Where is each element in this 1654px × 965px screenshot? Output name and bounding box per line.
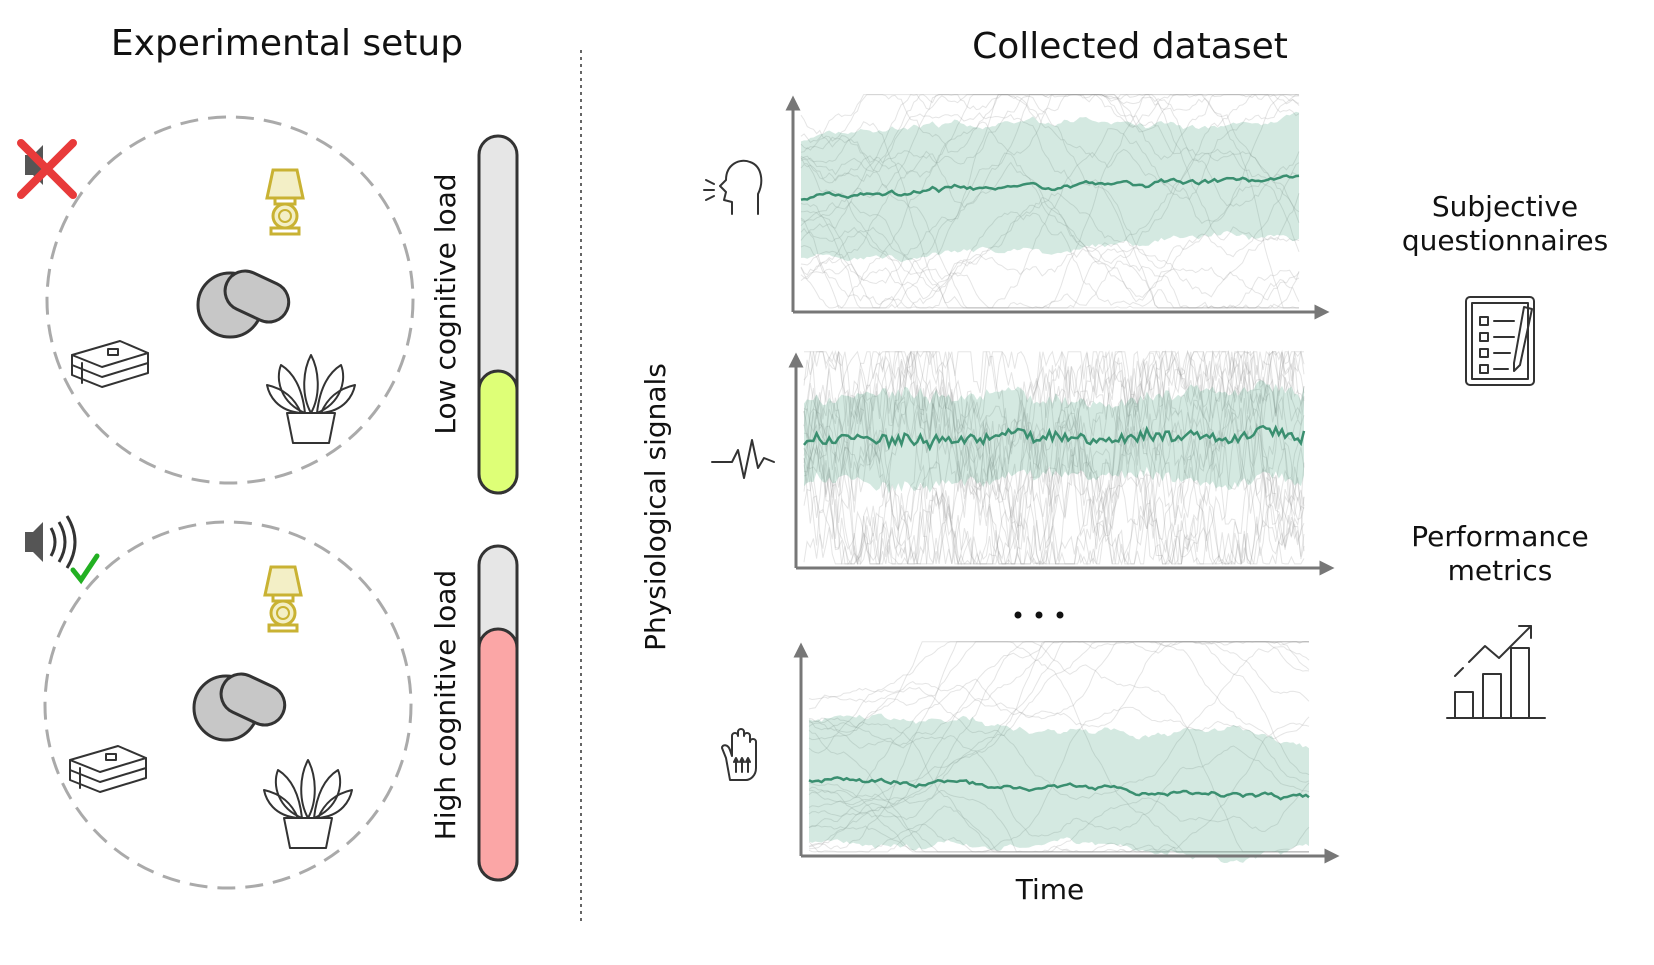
performance-icon — [1446, 625, 1546, 719]
signal-trace — [808, 805, 1309, 853]
panel-title: Experimental setup — [111, 23, 463, 64]
signal-trace — [808, 641, 1310, 850]
signal-trace — [800, 244, 1300, 309]
signal-trace — [803, 384, 1305, 565]
signal-trace — [808, 729, 1309, 853]
signal-trace — [800, 94, 1300, 309]
signal-trace — [800, 95, 1300, 269]
signal-trace — [800, 94, 1300, 144]
ecg-icon — [711, 439, 775, 479]
signal-trace — [800, 121, 1299, 309]
variance-band — [809, 713, 1309, 863]
signal-trace — [808, 641, 1310, 728]
signal-trace — [808, 641, 1309, 804]
signal-trace — [800, 94, 1300, 309]
signal-trace — [809, 641, 1310, 806]
signal-trace — [803, 351, 1305, 566]
signal-trace — [808, 641, 1310, 817]
signal-trace — [800, 211, 1299, 309]
signal-trace — [808, 641, 1310, 741]
signal-trace — [808, 706, 1310, 853]
signal-trace — [803, 350, 1305, 565]
signal-trace — [808, 641, 1309, 853]
output-label: Performance — [1411, 520, 1588, 553]
signal-trace — [800, 148, 1300, 290]
signal-trace — [803, 349, 1305, 565]
ellipsis — [1014, 611, 1064, 619]
signal-trace — [800, 157, 1300, 299]
signal-trace — [808, 825, 1310, 853]
signal-trace — [800, 94, 1300, 309]
mean-line — [808, 776, 1310, 801]
condition-low: Low cognitive load — [17, 115, 519, 495]
signal-trace — [808, 641, 1309, 808]
variance-band — [801, 111, 1299, 263]
signal-trace — [803, 349, 1305, 566]
signal-trace — [808, 641, 1310, 850]
signal-trace — [803, 407, 1305, 566]
signal-trace — [800, 94, 1299, 156]
signal-trace — [808, 786, 1309, 853]
signal-trace — [803, 398, 1305, 566]
output-label: Subjective — [1432, 190, 1578, 223]
breath-icon — [703, 159, 763, 215]
signal-plot — [793, 641, 1340, 864]
condition-high: High cognitive load — [25, 515, 519, 890]
x-axis-label: Time — [1015, 873, 1085, 906]
signal-trace — [808, 720, 1310, 853]
signal-trace — [800, 93, 1300, 227]
signal-trace — [800, 94, 1299, 201]
signal-trace — [803, 351, 1305, 566]
condition-label: High cognitive load — [429, 570, 462, 840]
signal-trace — [800, 250, 1300, 309]
signal-trace — [808, 717, 1310, 837]
signal-trace — [808, 722, 1310, 853]
signal-trace — [808, 646, 1310, 801]
signal-trace — [800, 152, 1300, 309]
signal-trace — [803, 349, 1305, 565]
signal-trace — [803, 349, 1305, 500]
signal-trace — [808, 823, 1309, 853]
signal-trace — [800, 94, 1300, 241]
signal-trace — [803, 351, 1305, 566]
signal-trace — [803, 354, 1305, 566]
signal-trace — [808, 641, 1309, 853]
output-label: metrics — [1448, 554, 1553, 587]
mean-line — [800, 174, 1300, 201]
signal-trace — [803, 350, 1305, 505]
mean-line — [803, 424, 1306, 452]
signal-trace — [803, 351, 1305, 565]
y-axis-label: Physiological signals — [639, 363, 672, 651]
questionnaire-icon — [1465, 296, 1535, 386]
panel-title: Collected dataset — [972, 26, 1288, 67]
signal-trace — [800, 94, 1300, 309]
hand-icon — [721, 728, 757, 781]
condition-label: Low cognitive load — [429, 173, 462, 434]
signal-trace — [803, 351, 1305, 565]
signal-plot — [785, 93, 1330, 320]
signal-trace — [800, 112, 1300, 309]
signal-trace — [808, 641, 1310, 828]
output-label: questionnaires — [1402, 224, 1608, 257]
signal-plot — [788, 349, 1335, 576]
signal-trace — [800, 94, 1299, 309]
signal-plots — [785, 93, 1340, 864]
signal-trace — [800, 94, 1300, 176]
signal-trace — [803, 351, 1305, 566]
signal-trace — [808, 641, 1309, 749]
signal-trace — [800, 150, 1300, 303]
signal-trace — [800, 94, 1300, 309]
signal-trace — [804, 350, 1305, 565]
